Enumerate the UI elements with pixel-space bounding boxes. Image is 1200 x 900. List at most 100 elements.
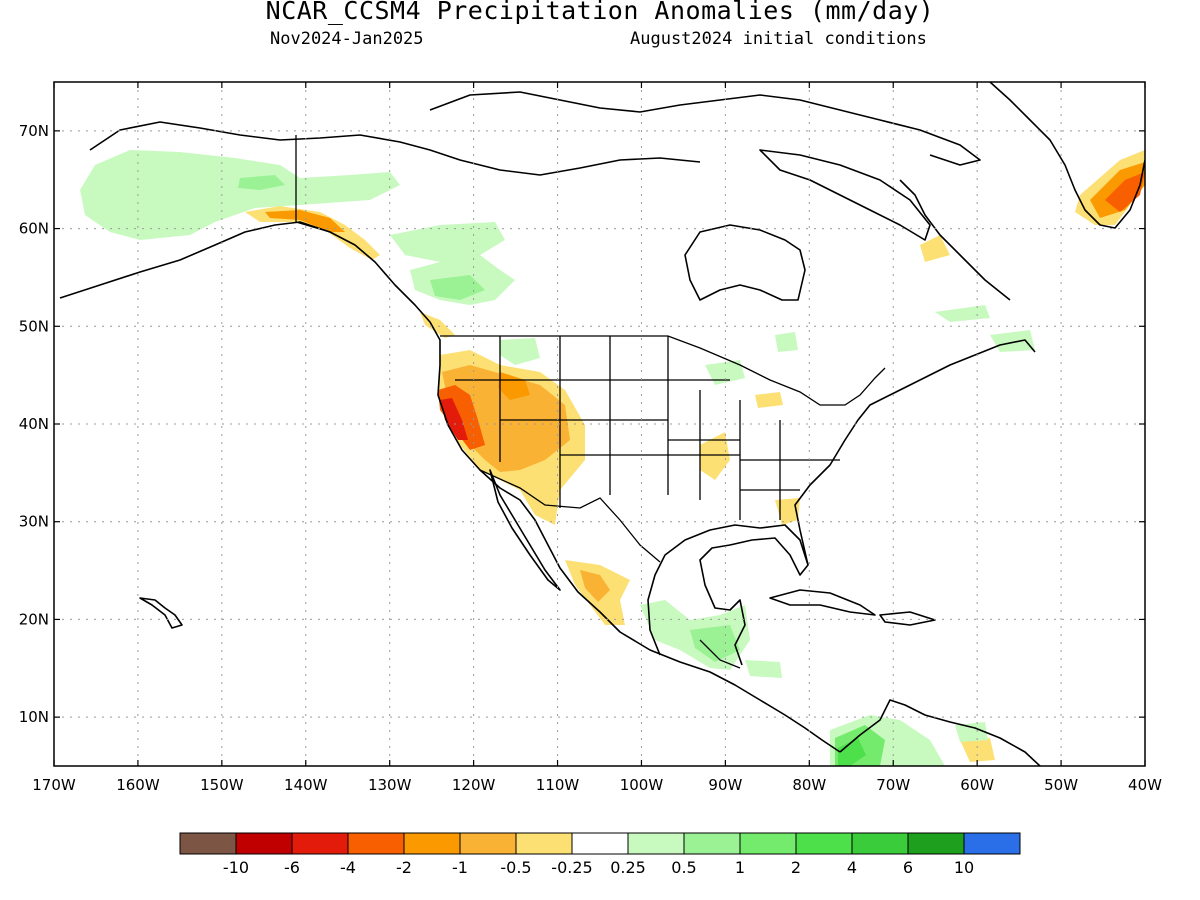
anomaly-shading — [80, 150, 1145, 766]
coastline-hudson-bay — [684, 224, 806, 301]
anomaly-alaska-wet-core — [238, 175, 285, 190]
map-title: NCAR_CCSM4 Precipitation Anomalies (mm/d… — [265, 0, 935, 25]
anomaly-se-alaska-dry — [245, 206, 380, 260]
lon-label: 70W — [876, 776, 910, 794]
anomaly-guiana-wet — [955, 722, 988, 742]
lon-label: 170W — [32, 776, 76, 794]
colorbar-label: -10 — [223, 858, 249, 877]
colorbar-label: 1 — [735, 858, 745, 877]
anomaly-w-canada-wet-core — [430, 275, 485, 300]
border-us-canada — [440, 335, 886, 406]
forecast-period: Nov2024-Jan2025 — [270, 29, 424, 49]
lon-label: 110W — [536, 776, 580, 794]
coastline-labrador — [899, 179, 1011, 301]
colorbar-swatch — [683, 832, 741, 855]
colorbar: -10 -6 -4 -2 -1 -0.5 -0.25 0.25 0.5 1 2 4 6 10 — [179, 832, 1021, 877]
lat-label: 30N — [19, 513, 49, 531]
lat-label: 50N — [19, 317, 49, 335]
initial-conditions: August2024 initial conditions — [630, 29, 927, 49]
coastline-hawaii — [139, 597, 183, 629]
anomaly-labrador-wet — [935, 305, 990, 322]
anomaly-w-canada-wet — [390, 222, 515, 305]
colorbar-label: -4 — [340, 858, 356, 877]
lat-label: 10N — [19, 708, 49, 726]
coastline-cuba — [769, 589, 876, 616]
colorbar-label: 10 — [954, 858, 974, 877]
anomaly-colombia-wet-core — [838, 738, 866, 766]
lon-label: 120W — [452, 776, 496, 794]
border-us-mexico — [479, 469, 661, 563]
coastlines — [59, 82, 1145, 766]
axis-ticks: 10N 20N 30N 40N 50N 60N 70N 170W 160W 150W 140W 130… — [19, 82, 1162, 794]
anomaly-california-dry-core — [440, 398, 468, 440]
anomaly-venezuela-dry — [960, 738, 995, 762]
colorbar-swatch — [739, 832, 797, 855]
colorbar-swatch — [907, 832, 965, 855]
lon-label: 140W — [284, 776, 328, 794]
anomaly-newfoundland-wet — [990, 330, 1035, 352]
colorbar-swatch — [851, 832, 909, 855]
lat-label: 60N — [19, 220, 49, 238]
anomaly-ontario-wet — [775, 332, 798, 352]
lon-label: 130W — [368, 776, 412, 794]
lon-label: 60W — [960, 776, 994, 794]
border-mexico-guatemala — [699, 639, 741, 669]
colorbar-label: 4 — [847, 858, 857, 877]
lon-label: 160W — [116, 776, 160, 794]
lat-label: 20N — [19, 610, 49, 628]
colorbar-swatch — [795, 832, 853, 855]
border-states-1 — [455, 336, 840, 520]
colorbar-swatch — [403, 832, 461, 855]
colorbar-label: 6 — [903, 858, 913, 877]
anomaly-w-mexico-dry-core — [580, 570, 610, 602]
anomaly-labrador-dry — [920, 235, 950, 262]
colorbar-swatch — [459, 832, 517, 855]
anomaly-great-lakes-wet — [705, 360, 745, 385]
colorbar-swatch — [179, 832, 237, 855]
lon-label: 150W — [200, 776, 244, 794]
graticule — [54, 82, 1145, 766]
political-borders — [295, 135, 886, 669]
colorbar-label: 0.25 — [610, 858, 646, 877]
anomaly-bc-coast-dry — [420, 312, 455, 338]
colorbar-label: 2 — [791, 858, 801, 877]
coastline-south-america — [839, 699, 1041, 766]
coastline-greenland — [989, 82, 1145, 229]
colorbar-label: -0.25 — [551, 858, 592, 877]
colorbar-label: -1 — [452, 858, 468, 877]
lon-label: 50W — [1044, 776, 1078, 794]
coastline-mexico-gulf — [647, 524, 809, 666]
anomaly-nevada-dry — [498, 372, 530, 400]
colorbar-swatch — [571, 832, 629, 855]
colorbar-swatch — [291, 832, 349, 855]
lon-label: 90W — [708, 776, 742, 794]
anomaly-gulf-dry — [775, 498, 800, 525]
colorbar-label: 0.5 — [671, 858, 696, 877]
coastline-north-america — [59, 221, 841, 753]
anomaly-north-us-wet — [500, 338, 540, 365]
colorbar-swatch — [347, 832, 405, 855]
coastline-east-us — [794, 339, 1036, 566]
anomaly-honduras-wet — [745, 660, 782, 678]
lon-label: 100W — [620, 776, 664, 794]
colorbar-label: -0.5 — [500, 858, 531, 877]
lon-label: 40W — [1128, 776, 1162, 794]
colorbar-swatch — [235, 832, 293, 855]
lon-label: 80W — [792, 776, 826, 794]
colorbar-swatch — [515, 832, 573, 855]
lat-label: 40N — [19, 415, 49, 433]
colorbar-swatch — [963, 832, 1021, 855]
colorbar-label: -2 — [396, 858, 412, 877]
anomaly-greenland-dry-core — [1105, 172, 1145, 212]
colorbar-swatch — [627, 832, 685, 855]
coastline-arctic-islands — [429, 91, 981, 166]
anomaly-central-us-dry — [700, 432, 730, 480]
coastline-arctic — [89, 121, 701, 176]
colorbar-label: -6 — [284, 858, 300, 877]
anomaly-great-lakes-dry — [755, 392, 783, 408]
anomaly-alaska-wet — [80, 150, 400, 240]
coastline-hispaniola — [879, 611, 936, 626]
coastline-baffin — [759, 149, 931, 241]
anomaly-c-america-wet-core — [690, 625, 740, 662]
